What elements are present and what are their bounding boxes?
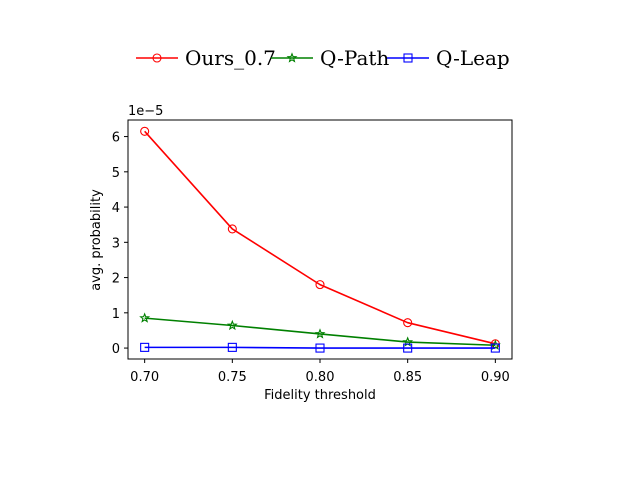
series-line-q-path — [144, 317, 496, 347]
x-axis: 0.70 0.75 0.80 0.85 0.90 — [130, 359, 510, 385]
y-offset-label: 1e−5 — [128, 104, 163, 119]
x-tick-label: 0.70 — [130, 370, 159, 385]
y-axis: 0 1 2 3 4 5 6 — [112, 131, 128, 357]
data-point-ours-0-7 — [227, 224, 237, 234]
legend: Ours_0.7 Q-Path Q-Leap — [136, 46, 510, 70]
y-axis-label: avg. probability — [89, 189, 104, 291]
y-tick-label: 1 — [112, 307, 120, 322]
legend-marker-q-leap — [403, 53, 413, 63]
data-point-ours-0-7 — [315, 280, 325, 290]
data-point-q-leap — [227, 342, 237, 352]
x-tick-label: 0.90 — [481, 370, 510, 385]
y-tick-label: 3 — [112, 236, 120, 251]
data-point-ours-0-7 — [140, 126, 150, 136]
legend-label-q-leap: Q-Leap — [436, 46, 510, 70]
data-point-q-path — [226, 319, 238, 331]
legend-label-q-path: Q-Path — [320, 46, 389, 70]
data-point-q-path — [314, 328, 326, 339]
data-point-q-leap — [403, 343, 413, 353]
series-line-ours-0-7 — [144, 130, 496, 345]
y-tick-label: 5 — [112, 166, 120, 181]
x-tick-label: 0.75 — [218, 370, 247, 385]
series-line-q-leap — [144, 346, 496, 349]
data-point-q-leap — [315, 343, 325, 353]
y-tick-label: 2 — [112, 272, 120, 287]
series-layer — [139, 126, 501, 353]
legend-marker-ours-0-7 — [152, 53, 162, 63]
x-tick-label: 0.80 — [306, 370, 335, 385]
x-axis-label: Fidelity threshold — [264, 388, 376, 403]
data-point-q-path — [139, 312, 151, 323]
data-point-q-leap — [490, 343, 500, 353]
legend-marker-q-path — [286, 52, 298, 63]
data-point-q-leap — [140, 342, 150, 352]
data-point-ours-0-7 — [403, 318, 413, 328]
plot-frame — [127, 119, 513, 360]
legend-label-ours-0-7: Ours_0.7 — [185, 46, 276, 70]
x-tick-label: 0.85 — [393, 370, 422, 385]
y-tick-label: 4 — [112, 201, 120, 216]
y-tick-label: 6 — [112, 131, 120, 146]
y-tick-label: 0 — [112, 342, 120, 357]
